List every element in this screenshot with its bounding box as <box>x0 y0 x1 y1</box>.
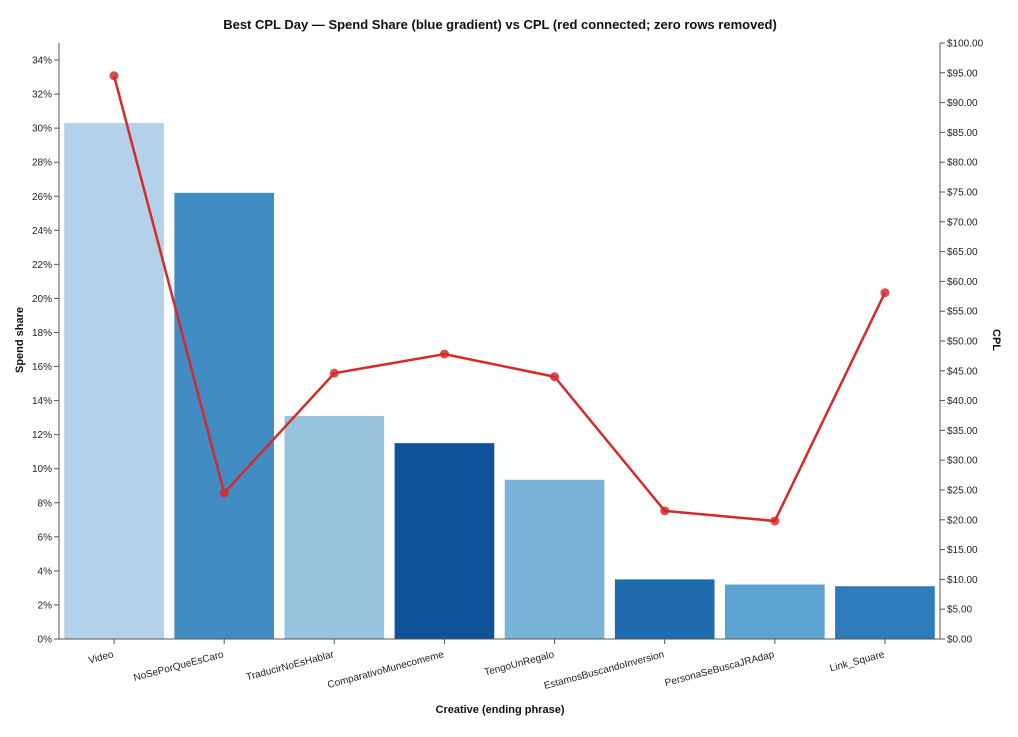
cpl-point-Link_Square <box>880 288 890 298</box>
right-tick-label: $55.00 <box>947 307 978 318</box>
bar-ComparativoMunecomeme <box>394 443 495 639</box>
right-tick-label: $75.00 <box>947 188 978 199</box>
right-tick-label: $5.00 <box>947 605 972 616</box>
right-tick-label: $80.00 <box>947 158 978 169</box>
right-tick-label: $100.00 <box>947 39 984 50</box>
left-tick-label: 22% <box>32 260 52 271</box>
right-tick-label: $0.00 <box>947 635 972 646</box>
right-tick-label: $10.00 <box>947 575 978 586</box>
bar-TraducirNoEsHablar <box>284 415 385 639</box>
right-tick-label: $15.00 <box>947 545 978 556</box>
cpl-line-series <box>109 71 890 526</box>
left-tick-label: 30% <box>32 124 52 135</box>
left-tick-label: 6% <box>38 532 53 543</box>
left-tick-label: 12% <box>32 430 52 441</box>
x-tick-label: ComparativoMunecomeme <box>326 649 445 691</box>
left-tick-label: 0% <box>38 635 53 646</box>
left-tick-label: 8% <box>38 498 53 509</box>
cpl-line <box>112 75 887 523</box>
x-tick-label: PersonaSeBuscaJRAdap <box>664 649 776 689</box>
x-tick-label: NoSePorQueEsCaro <box>132 649 225 684</box>
cpl-point-EstamosBuscandoInversion <box>660 506 670 516</box>
left-tick-label: 24% <box>32 226 52 237</box>
right-tick-label: $40.00 <box>947 396 978 407</box>
left-tick-label: 20% <box>32 294 52 305</box>
cpl-point-PersonaSeBuscaJRAdap <box>770 516 780 526</box>
left-tick-label: 28% <box>32 158 52 169</box>
left-tick-label: 18% <box>32 328 52 339</box>
right-tick-label: $45.00 <box>947 366 978 377</box>
bar-series <box>64 123 935 639</box>
x-axis-title: Creative (ending phrase) <box>436 704 565 716</box>
right-tick-label: $50.00 <box>947 337 978 348</box>
right-tick-label: $25.00 <box>947 486 978 497</box>
right-tick-label: $65.00 <box>947 247 978 258</box>
left-y-axis-title: Spend share <box>14 307 26 373</box>
right-tick-label: $90.00 <box>947 98 978 109</box>
right-y-axis: $0.00 $5.00 $10.00 $15.00 $20.00 $25.00 $30.00… <box>939 39 984 646</box>
bar-Link_Square <box>835 586 935 639</box>
bar-TengoUnRegalo <box>504 479 605 639</box>
chart-title: Best CPL Day — Spend Share (blue gradien… <box>223 17 777 32</box>
cpl-point-Video <box>109 71 119 81</box>
cpl-point-NoSePorQueEsCaro <box>219 488 229 498</box>
cpl-point-ComparativoMunecomeme <box>439 349 449 359</box>
right-tick-label: $70.00 <box>947 217 978 228</box>
left-tick-label: 16% <box>32 362 52 373</box>
cpl-point-TengoUnRegalo <box>550 372 560 382</box>
right-tick-label: $85.00 <box>947 128 978 139</box>
cpl-point-TraducirNoEsHablar <box>329 368 339 378</box>
right-tick-label: $95.00 <box>947 68 978 79</box>
right-tick-label: $30.00 <box>947 456 978 467</box>
bar-PersonaSeBuscaJRAdap <box>724 584 825 639</box>
left-tick-label: 26% <box>32 192 52 203</box>
right-tick-label: $60.00 <box>947 277 978 288</box>
bar-NoSePorQueEsCaro <box>174 192 275 639</box>
x-tick-label: EstamosBuscandoInversion <box>543 649 666 692</box>
left-tick-label: 2% <box>38 600 53 611</box>
left-tick-label: 4% <box>38 566 53 577</box>
left-tick-label: 10% <box>32 464 52 475</box>
right-tick-label: $20.00 <box>947 515 978 526</box>
right-y-axis-title: CPL <box>990 329 1002 351</box>
x-tick-label: Video <box>87 649 115 666</box>
left-tick-label: 14% <box>32 396 52 407</box>
left-tick-label: 34% <box>32 56 52 67</box>
x-tick-label: Link_Square <box>829 649 887 674</box>
left-y-axis: 0% 2% 4% 6% 8% 10% 12% 14% 16% 18% 20% 22% 24% 26% 28%… <box>32 43 60 646</box>
right-tick-label: $35.00 <box>947 426 978 437</box>
x-tick-label: TengoUnRegalo <box>483 649 556 678</box>
bar-EstamosBuscandoInversion <box>614 579 715 639</box>
left-tick-label: 32% <box>32 90 52 101</box>
x-tick-label: TraducirNoEsHablar <box>245 649 336 683</box>
bar-Video <box>64 123 164 639</box>
x-axis: Video NoSePorQueEsCaro TraducirNoEsHablarC… <box>59 638 940 692</box>
